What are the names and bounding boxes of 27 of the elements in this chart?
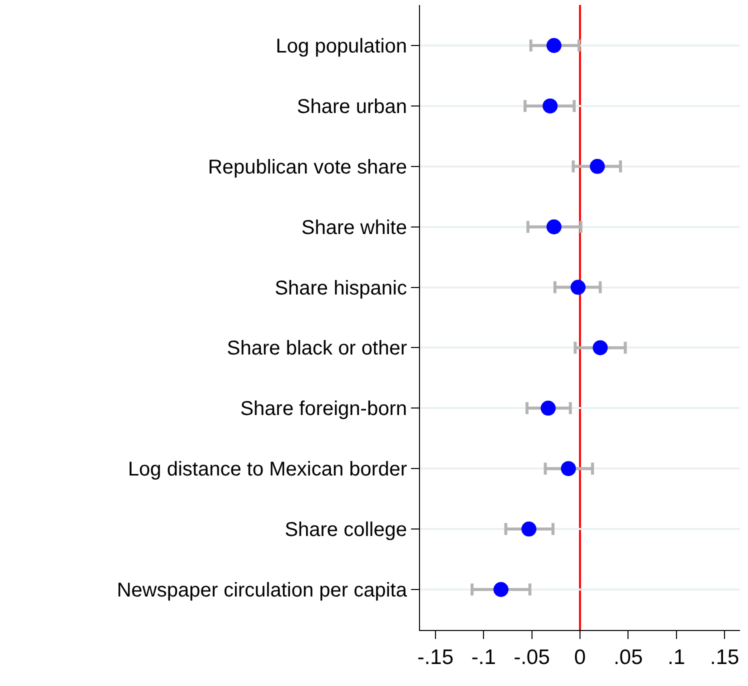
point bbox=[570, 280, 586, 295]
point bbox=[560, 461, 576, 476]
y-tick-label: Share black or other bbox=[226, 338, 408, 360]
x-tick-label: .1 bbox=[668, 646, 686, 670]
y-tick-label: Share urban bbox=[296, 96, 407, 118]
point bbox=[521, 522, 536, 537]
y-tick-label: Republican vote share bbox=[208, 156, 407, 178]
x-tick-label: -.1 bbox=[471, 646, 496, 670]
point bbox=[546, 38, 562, 53]
y-tick-label: Share foreign-born bbox=[240, 398, 407, 420]
y-tick-label: Log population bbox=[276, 36, 407, 58]
y-tick-label: Newspaper circulation per capita bbox=[116, 580, 408, 602]
point bbox=[546, 219, 562, 234]
x-tick-label: -.05 bbox=[514, 646, 550, 670]
point bbox=[590, 158, 605, 174]
point bbox=[542, 98, 558, 114]
x-tick-label: -.15 bbox=[417, 646, 454, 670]
y-tick-label: Share hispanic bbox=[274, 277, 407, 300]
x-tick-label: 0 bbox=[574, 646, 586, 670]
y-tick-label: Share college bbox=[284, 519, 407, 542]
point bbox=[592, 340, 608, 356]
point bbox=[493, 582, 508, 597]
point bbox=[540, 400, 556, 416]
x-tick-label: .05 bbox=[614, 646, 643, 670]
x-tick-label: .15 bbox=[710, 646, 740, 670]
y-tick-label: Log distance to Mexican border bbox=[128, 458, 408, 481]
y-tick-label: Share white bbox=[301, 216, 407, 239]
